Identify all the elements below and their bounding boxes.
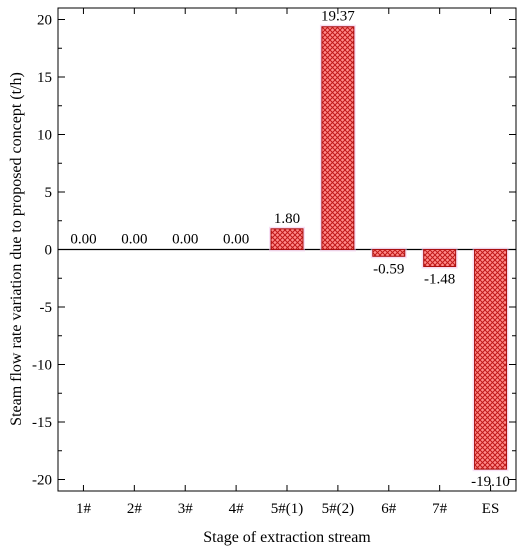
x-tick-label: 1# (76, 501, 92, 517)
bar-value-label: -19.10 (471, 474, 510, 490)
bar-value-label: 0.00 (70, 232, 96, 248)
y-tick-label: -20 (32, 473, 52, 489)
y-axis-title: Steam flow rate variation due to propose… (8, 72, 25, 426)
bar (321, 26, 355, 251)
bar-value-label: 0.00 (172, 232, 198, 248)
x-tick-label: 3# (178, 501, 194, 517)
x-tick-label: 5#(2) (322, 501, 355, 517)
y-axis: -20 -15 -10 -5 0 5 10 15 20 (32, 13, 516, 489)
bar-value-label: 0.00 (223, 232, 249, 248)
x-tick-label: 5#(1) (271, 501, 304, 517)
bar (372, 249, 406, 257)
x-tick-label: 4# (229, 501, 245, 517)
bar (423, 249, 457, 268)
y-tick-label: -15 (32, 415, 52, 431)
bar-value-label: -1.48 (424, 272, 455, 288)
bar-value-label: 1.80 (274, 211, 300, 227)
y-tick-label: 5 (45, 185, 53, 201)
bar (474, 249, 508, 470)
y-tick-label: 20 (37, 13, 52, 29)
x-tick-label: 7# (432, 501, 448, 517)
bar-value-label: -0.59 (373, 261, 404, 277)
bar-series (269, 24, 509, 472)
y-tick-label: 10 (37, 128, 52, 144)
x-tick-label: 6# (381, 501, 397, 517)
data-labels: 0.00 0.00 0.00 0.00 1.80 19.37 -0.59 -1.48 -19.1… (70, 9, 510, 490)
bar (270, 228, 304, 251)
y-tick-label: 15 (37, 70, 52, 86)
x-tick-label: ES (482, 501, 500, 517)
x-axis: 1# 2# 3# 4# 5#(1) 5#(2) 6# 7# ES (76, 8, 499, 517)
bar-value-label: 19.37 (321, 9, 355, 25)
y-tick-label: -5 (40, 300, 53, 316)
x-axis-title: Stage of extraction stream (203, 529, 371, 546)
y-tick-label: -10 (32, 358, 52, 374)
x-tick-label: 2# (127, 501, 143, 517)
y-tick-label: 0 (45, 243, 53, 259)
bar-value-label: 0.00 (121, 232, 147, 248)
